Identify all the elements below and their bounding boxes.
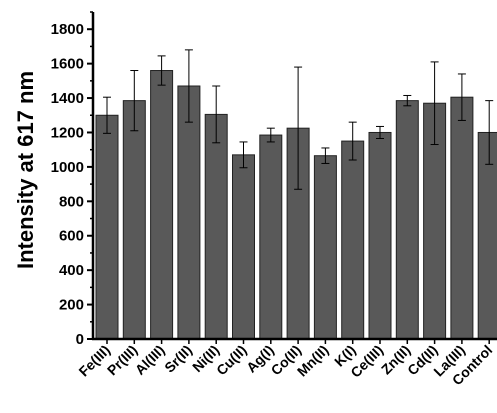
bar xyxy=(122,100,146,340)
error-bar xyxy=(212,85,221,144)
x-tick-label: Pr(III) xyxy=(104,342,141,379)
y-tick-label: 800 xyxy=(59,193,84,210)
bar xyxy=(395,100,419,340)
error-bar xyxy=(403,94,412,107)
y-axis-ticks: 0 200 400 600 800 1000 1200 1400 1600 1800 xyxy=(51,11,93,348)
bar xyxy=(232,154,255,340)
y-tick-label: 1400 xyxy=(51,90,84,107)
bar xyxy=(95,114,119,340)
error-bar xyxy=(239,141,248,169)
y-tick-label: 200 xyxy=(59,297,84,314)
error-bar xyxy=(266,127,275,143)
x-tick-label: Al(III) xyxy=(132,342,168,378)
bars xyxy=(95,70,497,340)
error-bar xyxy=(103,96,111,134)
error-bar xyxy=(457,73,466,121)
error-bar xyxy=(321,147,330,164)
y-tick-label: 1800 xyxy=(51,21,84,38)
bar xyxy=(150,70,174,340)
bar xyxy=(368,131,392,340)
error-bar xyxy=(130,70,139,132)
bar xyxy=(450,96,474,340)
y-tick-label: 0 xyxy=(76,331,84,348)
x-tick-label: Cu(II) xyxy=(213,342,250,379)
y-tick-label: 1200 xyxy=(51,124,84,141)
error-bar xyxy=(348,121,357,161)
bar xyxy=(204,113,228,340)
y-tick-label: 400 xyxy=(59,262,84,279)
error-bar xyxy=(376,125,384,139)
bar xyxy=(259,134,283,340)
error-bar xyxy=(184,49,193,123)
y-axis-title: Intensity at 617 nm xyxy=(13,71,38,269)
error-bar xyxy=(430,61,439,146)
error-bar xyxy=(485,100,494,165)
error-bar xyxy=(294,66,303,190)
x-tick-label: Mn(II) xyxy=(294,342,332,380)
bar xyxy=(477,131,497,340)
error-bars xyxy=(103,49,494,190)
bar xyxy=(177,85,201,340)
x-axis-tick-labels: Fe(III)Pr(III)Al(III)Sr(II)Ni(II)Cu(II)A… xyxy=(75,339,495,388)
error-bar xyxy=(157,55,166,86)
y-tick-label: 1000 xyxy=(51,159,84,176)
y-tick-label: 600 xyxy=(59,228,84,245)
y-tick-label: 1600 xyxy=(51,56,84,73)
bar xyxy=(341,140,365,340)
x-tick-label: Sr(II) xyxy=(161,342,195,376)
bar xyxy=(313,155,337,340)
